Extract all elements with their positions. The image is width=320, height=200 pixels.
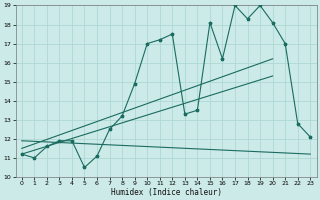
X-axis label: Humidex (Indice chaleur): Humidex (Indice chaleur) xyxy=(110,188,221,197)
